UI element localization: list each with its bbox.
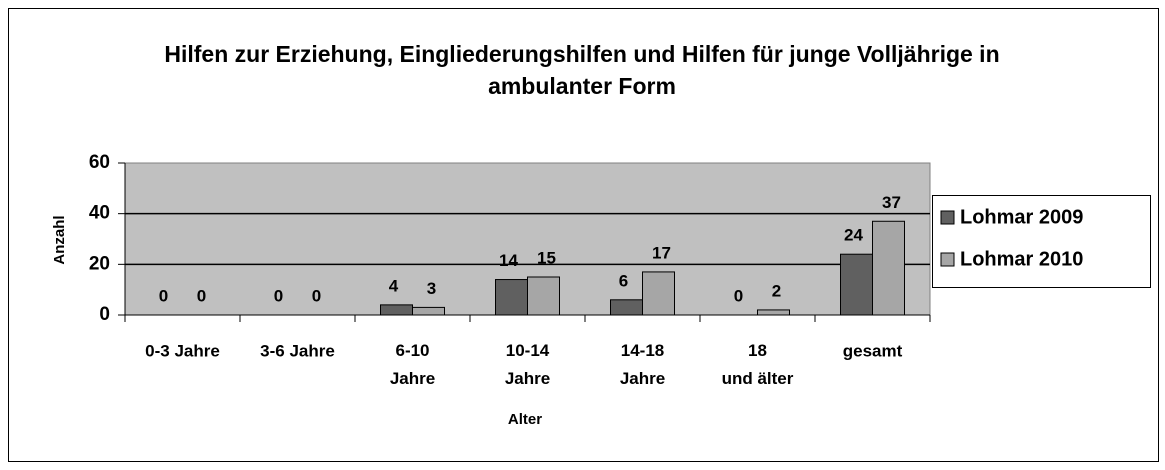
- bar: [840, 253, 873, 316]
- x-tick-label: 18 und älter: [722, 341, 794, 388]
- data-label: 0: [197, 286, 206, 305]
- data-label: 24: [844, 226, 863, 245]
- x-axis-title: Alter: [508, 411, 542, 428]
- legend-box: [932, 195, 1151, 288]
- x-tick-label: gesamt: [843, 341, 903, 360]
- x-tick-label: 3-6 Jahre: [260, 341, 335, 360]
- legend-label: Lohmar 2009: [960, 206, 1083, 228]
- bar: [610, 299, 643, 316]
- data-label: 15: [537, 248, 556, 267]
- data-label: 0: [734, 286, 743, 305]
- bar: [757, 309, 790, 316]
- data-label: 17: [652, 243, 671, 262]
- bar: [527, 276, 560, 316]
- x-tick-label: 6-10 Jahre: [390, 341, 435, 388]
- data-label: 4: [389, 276, 399, 295]
- data-label: 14: [499, 251, 518, 270]
- data-label: 37: [882, 193, 901, 212]
- y-tick-label: 0: [99, 304, 110, 325]
- chart-title: Hilfen zur Erziehung, Eingliederungshilf…: [164, 41, 1000, 99]
- y-tick-label: 20: [89, 253, 110, 274]
- bar: [872, 220, 905, 316]
- x-tick-label: 14-18 Jahre: [620, 341, 665, 388]
- data-label: 3: [427, 279, 436, 298]
- legend-label: Lohmar 2010: [960, 248, 1083, 270]
- bar: [495, 279, 528, 316]
- y-axis-title: Anzahl: [51, 215, 68, 264]
- y-tick-label: 60: [89, 152, 110, 173]
- data-label: 6: [619, 271, 628, 290]
- bar: [380, 304, 413, 316]
- legend-swatch: [940, 210, 955, 225]
- bar: [642, 271, 675, 316]
- data-label: 0: [274, 286, 283, 305]
- data-label: 0: [312, 286, 321, 305]
- legend-swatch: [940, 252, 955, 267]
- y-tick-label: 40: [89, 203, 110, 224]
- x-tick-label: 0-3 Jahre: [145, 341, 220, 360]
- x-tick-label: 10-14 Jahre: [505, 341, 550, 388]
- data-label: 0: [159, 286, 168, 305]
- bar: [412, 306, 445, 316]
- data-label: 2: [772, 281, 781, 300]
